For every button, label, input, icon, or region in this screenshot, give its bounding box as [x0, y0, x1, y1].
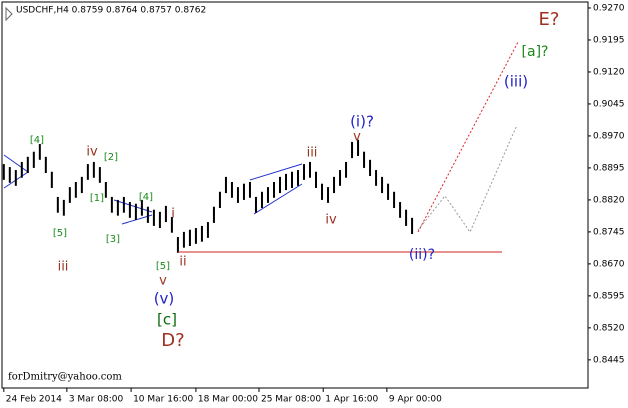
- wave-label: iv: [86, 145, 98, 160]
- wave-label: (iii): [504, 73, 528, 91]
- y-tick-label: 0.8595: [593, 291, 625, 301]
- wave-label: E?: [539, 9, 560, 30]
- wave-label: [4]: [30, 135, 44, 146]
- y-tick-label: 0.8820: [593, 195, 625, 205]
- wave-label: [5]: [53, 228, 67, 239]
- x-tick-label: 10 Mar 16:00: [133, 395, 193, 405]
- y-tick-label: 0.8895: [593, 163, 625, 173]
- chart-title: USDCHF,H4 0.8759 0.8764 0.8757 0.8762: [16, 6, 206, 16]
- wave-label: iii: [58, 260, 69, 275]
- wave-label: [3]: [106, 234, 120, 245]
- wave-label: iv: [325, 213, 337, 228]
- wave-label: (v): [154, 290, 175, 308]
- x-tick-label: 24 Feb 2014: [6, 395, 62, 405]
- wave-label: iii: [307, 146, 318, 161]
- wave-label: v: [353, 130, 361, 145]
- wave-label: [2]: [104, 152, 118, 163]
- y-tick-label: 0.9120: [593, 67, 625, 77]
- footer: forDmitry@yahoo.com: [8, 372, 122, 383]
- wave-label: [c]: [157, 311, 177, 329]
- wave-label: v: [159, 274, 167, 289]
- channel: [249, 163, 303, 215]
- y-tick-label: 0.8745: [593, 227, 625, 237]
- wave-label: [1]: [90, 193, 104, 204]
- x-tick-label: 1 Apr 16:00: [325, 395, 378, 405]
- wave-label: (i)?: [350, 113, 374, 131]
- y-tick-label: 0.8970: [593, 131, 625, 141]
- x-tick-label: 9 Apr 00:00: [389, 395, 442, 405]
- wave-label: (ii)?: [409, 247, 435, 263]
- y-tick-label: 0.9195: [593, 35, 625, 45]
- plot-frame: [1, 1, 589, 389]
- chart-icon: [5, 6, 13, 22]
- x-tick-label: 3 Mar 08:00: [69, 395, 124, 405]
- x-tick-label: 18 Mar 00:00: [198, 395, 258, 405]
- wave-label: [4]: [139, 192, 153, 203]
- wave-label: ii: [179, 255, 186, 270]
- y-tick-label: 0.8520: [593, 323, 625, 333]
- wave-label: [5]: [156, 261, 170, 272]
- y-tick-label: 0.8670: [593, 259, 625, 269]
- wave-label: D?: [161, 330, 184, 351]
- y-tick-label: 0.9270: [593, 3, 625, 13]
- x-tick-label: 25 Mar 08:00: [261, 395, 321, 405]
- y-tick-label: 0.9045: [593, 99, 625, 109]
- forecast-line-alt: [417, 124, 518, 234]
- wave-label: i: [171, 207, 175, 222]
- y-tick-label: 0.8445: [593, 355, 625, 365]
- wave-label: [a]?: [522, 44, 549, 60]
